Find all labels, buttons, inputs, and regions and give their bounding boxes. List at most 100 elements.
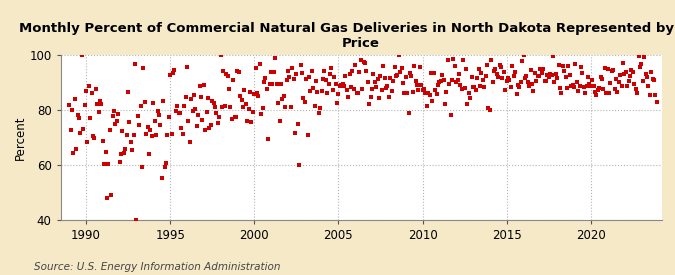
Point [71,147,82,152]
Point [394,53,404,57]
Point [331,101,342,106]
Point [629,82,640,86]
Point [497,76,508,80]
Point [196,94,207,99]
Point [347,69,358,73]
Point [93,110,104,115]
Point [287,66,298,70]
Point [581,84,592,88]
Point [231,115,242,119]
Point [529,70,540,75]
Point [614,80,624,84]
Point [550,72,561,76]
Point [362,80,373,84]
Point [344,72,355,76]
Point [412,83,423,87]
Point [619,72,630,76]
Point [306,69,317,73]
Point [500,87,511,92]
Point [239,88,250,93]
Point [364,101,375,106]
Point [120,147,131,152]
Point [348,87,359,91]
Point [100,150,111,155]
Point [201,110,212,114]
Point [403,111,414,115]
Point [211,111,222,115]
Point [636,62,647,66]
Point [377,88,387,92]
Point [486,58,497,62]
Point [409,63,420,68]
Point [608,68,619,72]
Point [508,74,519,78]
Point [611,77,622,81]
Point [171,103,182,108]
Point [547,53,558,58]
Point [535,67,546,71]
Point [238,105,248,109]
Point [598,87,609,91]
Point [599,65,610,70]
Point [140,100,151,104]
Point [490,67,501,71]
Point [124,120,135,125]
Point [563,63,574,68]
Point [305,89,316,93]
Point [646,70,657,75]
Point [360,61,371,65]
Point [418,87,429,91]
Point [538,67,549,72]
Point [80,89,91,94]
Point [313,110,324,115]
Point [610,87,620,91]
Point [84,84,95,88]
Point [602,67,613,72]
Point [464,91,475,95]
Point [102,196,113,200]
Point [558,64,568,68]
Point [451,79,462,84]
Point [396,65,407,70]
Point [210,104,221,109]
Point [215,53,226,57]
Point [106,193,117,197]
Point [197,118,208,123]
Point [75,131,86,136]
Point [468,84,479,89]
Point [296,70,307,75]
Point [572,79,583,84]
Point [615,73,626,77]
Point [651,100,662,104]
Point [352,91,363,95]
Point [485,108,495,112]
Point [489,69,500,73]
Point [526,82,537,86]
Point [532,74,543,78]
Point [99,162,109,166]
Point [649,78,659,82]
Point [155,123,166,128]
Point [183,119,194,123]
Point [110,122,121,126]
Point [78,126,88,131]
Point [346,84,356,89]
Point [96,102,107,106]
Point [88,133,99,138]
Point [290,131,300,135]
Point [643,83,653,88]
Point [193,113,204,117]
Point [327,88,338,92]
Point [343,95,354,100]
Point [90,87,101,91]
Point [260,76,271,81]
Point [135,104,146,108]
Point [373,77,383,81]
Point [304,75,315,79]
Point [601,91,612,95]
Point [270,56,281,60]
Point [645,93,655,97]
Point [456,87,467,91]
Point [277,97,288,101]
Point [555,86,566,90]
